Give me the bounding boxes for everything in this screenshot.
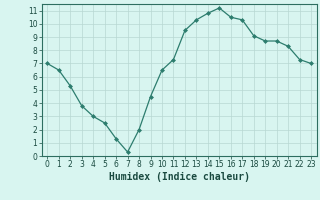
- X-axis label: Humidex (Indice chaleur): Humidex (Indice chaleur): [109, 172, 250, 182]
